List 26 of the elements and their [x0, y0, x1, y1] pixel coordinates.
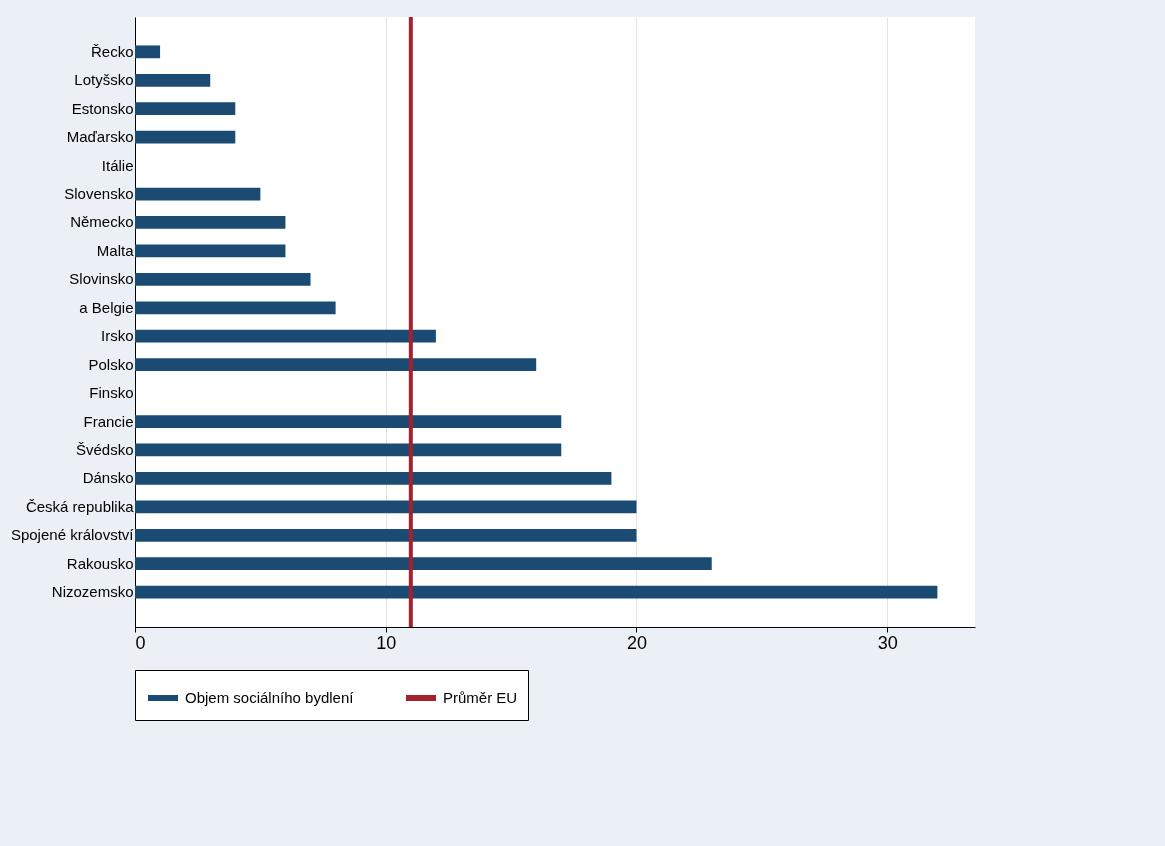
- x-tick-label: 20: [626, 632, 648, 653]
- y-tick-label: Nizozemsko: [51, 583, 134, 601]
- legend-label: Objem sociálního bydlení: [185, 689, 355, 706]
- y-tick-label: Česká republika: [25, 497, 135, 515]
- y-tick-label: Finsko: [89, 384, 134, 402]
- y-tick-label: Francie: [83, 412, 134, 430]
- y-tick-label: Německo: [70, 213, 134, 231]
- y-tick-label: Itálie: [101, 156, 134, 174]
- y-tick-label: Řecko: [90, 42, 134, 60]
- y-tick-label: Polsko: [88, 355, 134, 373]
- y-tick-label: Malta: [96, 241, 135, 259]
- y-tick-label: Estonsko: [71, 99, 134, 117]
- y-tick-label: Lotyšsko: [74, 71, 134, 89]
- y-tick-label: Spojené království: [10, 526, 135, 544]
- y-tick-label: Slovensko: [64, 185, 134, 203]
- y-tick-label: Švédsko: [75, 440, 134, 458]
- x-tick-label: 10: [376, 632, 397, 653]
- y-tick-label: Rakousko: [66, 554, 134, 572]
- y-tick-label: a Belgie: [79, 298, 134, 316]
- y-tick-label: Maďarsko: [66, 128, 134, 146]
- x-tick-label: 0: [135, 632, 146, 653]
- legend-label: Průměr EU: [443, 689, 518, 706]
- y-tick-label: Irsko: [100, 327, 134, 345]
- y-tick-label: Dánsko: [82, 469, 134, 487]
- x-tick-label: 30: [877, 632, 898, 653]
- y-tick-label: Slovinsko: [69, 270, 134, 288]
